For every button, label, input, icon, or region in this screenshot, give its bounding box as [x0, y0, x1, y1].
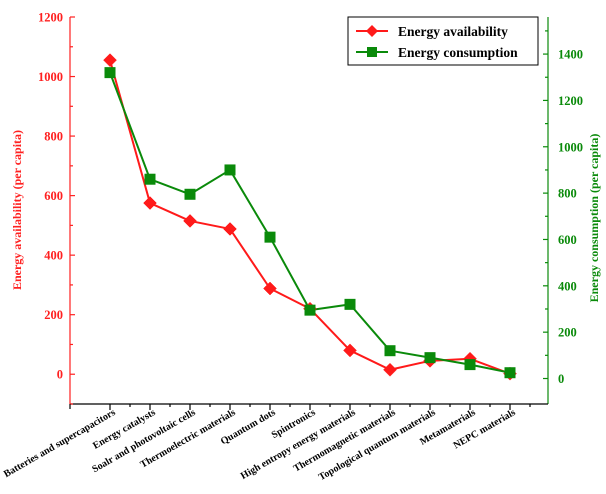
square-marker: [504, 367, 516, 379]
square-marker: [304, 304, 316, 316]
square-marker: [224, 164, 236, 176]
right-tick-label: 1400: [558, 48, 583, 62]
left-tick-label: 1200: [38, 11, 63, 25]
series-line: [109, 72, 511, 374]
series-lines: [109, 59, 511, 375]
left-axis-title: Energy availability (per capita): [10, 130, 24, 290]
legend-square-marker: [367, 47, 377, 57]
right-tick-label: 600: [558, 233, 577, 247]
right-axis-title: Energy consumption (per capita): [587, 134, 601, 303]
legend-label: Energy consumption: [398, 45, 518, 60]
legend-label: Energy availability: [398, 24, 508, 39]
right-tick-label: 800: [558, 187, 577, 201]
square-marker: [464, 359, 476, 371]
right-tick-label: 400: [558, 279, 577, 293]
square-marker: [384, 345, 396, 357]
diamond-marker: [103, 53, 117, 68]
right-tick-label: 200: [558, 326, 577, 340]
left-tick-label: 1000: [38, 70, 63, 84]
diamond-marker: [383, 362, 397, 377]
series-markers: [103, 53, 517, 381]
left-tick-label: 400: [44, 249, 63, 263]
diamond-marker: [143, 196, 157, 210]
left-tick-label: 800: [44, 130, 63, 144]
square-marker: [184, 188, 196, 200]
square-marker: [424, 352, 436, 364]
square-marker: [104, 67, 116, 79]
axis-ticks: 0 200 400 600 800 1000 1200 0 200 400 600 800 1000 12…: [2, 11, 583, 484]
legend-diamond-marker: [366, 25, 378, 37]
diamond-marker: [223, 222, 237, 236]
diamond-marker: [263, 281, 277, 296]
diamond-marker: [183, 214, 197, 228]
diamond-marker: [343, 343, 357, 358]
series-line: [109, 59, 511, 375]
square-marker: [144, 173, 156, 185]
legend-box: [347, 16, 539, 66]
axes: [69, 17, 549, 405]
right-tick-label: 0: [558, 372, 564, 386]
right-tick-label: 1000: [558, 140, 583, 154]
right-tick-label: 1200: [558, 94, 583, 108]
square-marker: [264, 231, 276, 243]
left-tick-label: 0: [57, 368, 63, 382]
legend: Energy availability Energy consumption: [347, 16, 539, 66]
left-tick-label: 200: [44, 308, 63, 322]
square-marker: [344, 298, 356, 310]
left-tick-label: 600: [44, 189, 63, 203]
